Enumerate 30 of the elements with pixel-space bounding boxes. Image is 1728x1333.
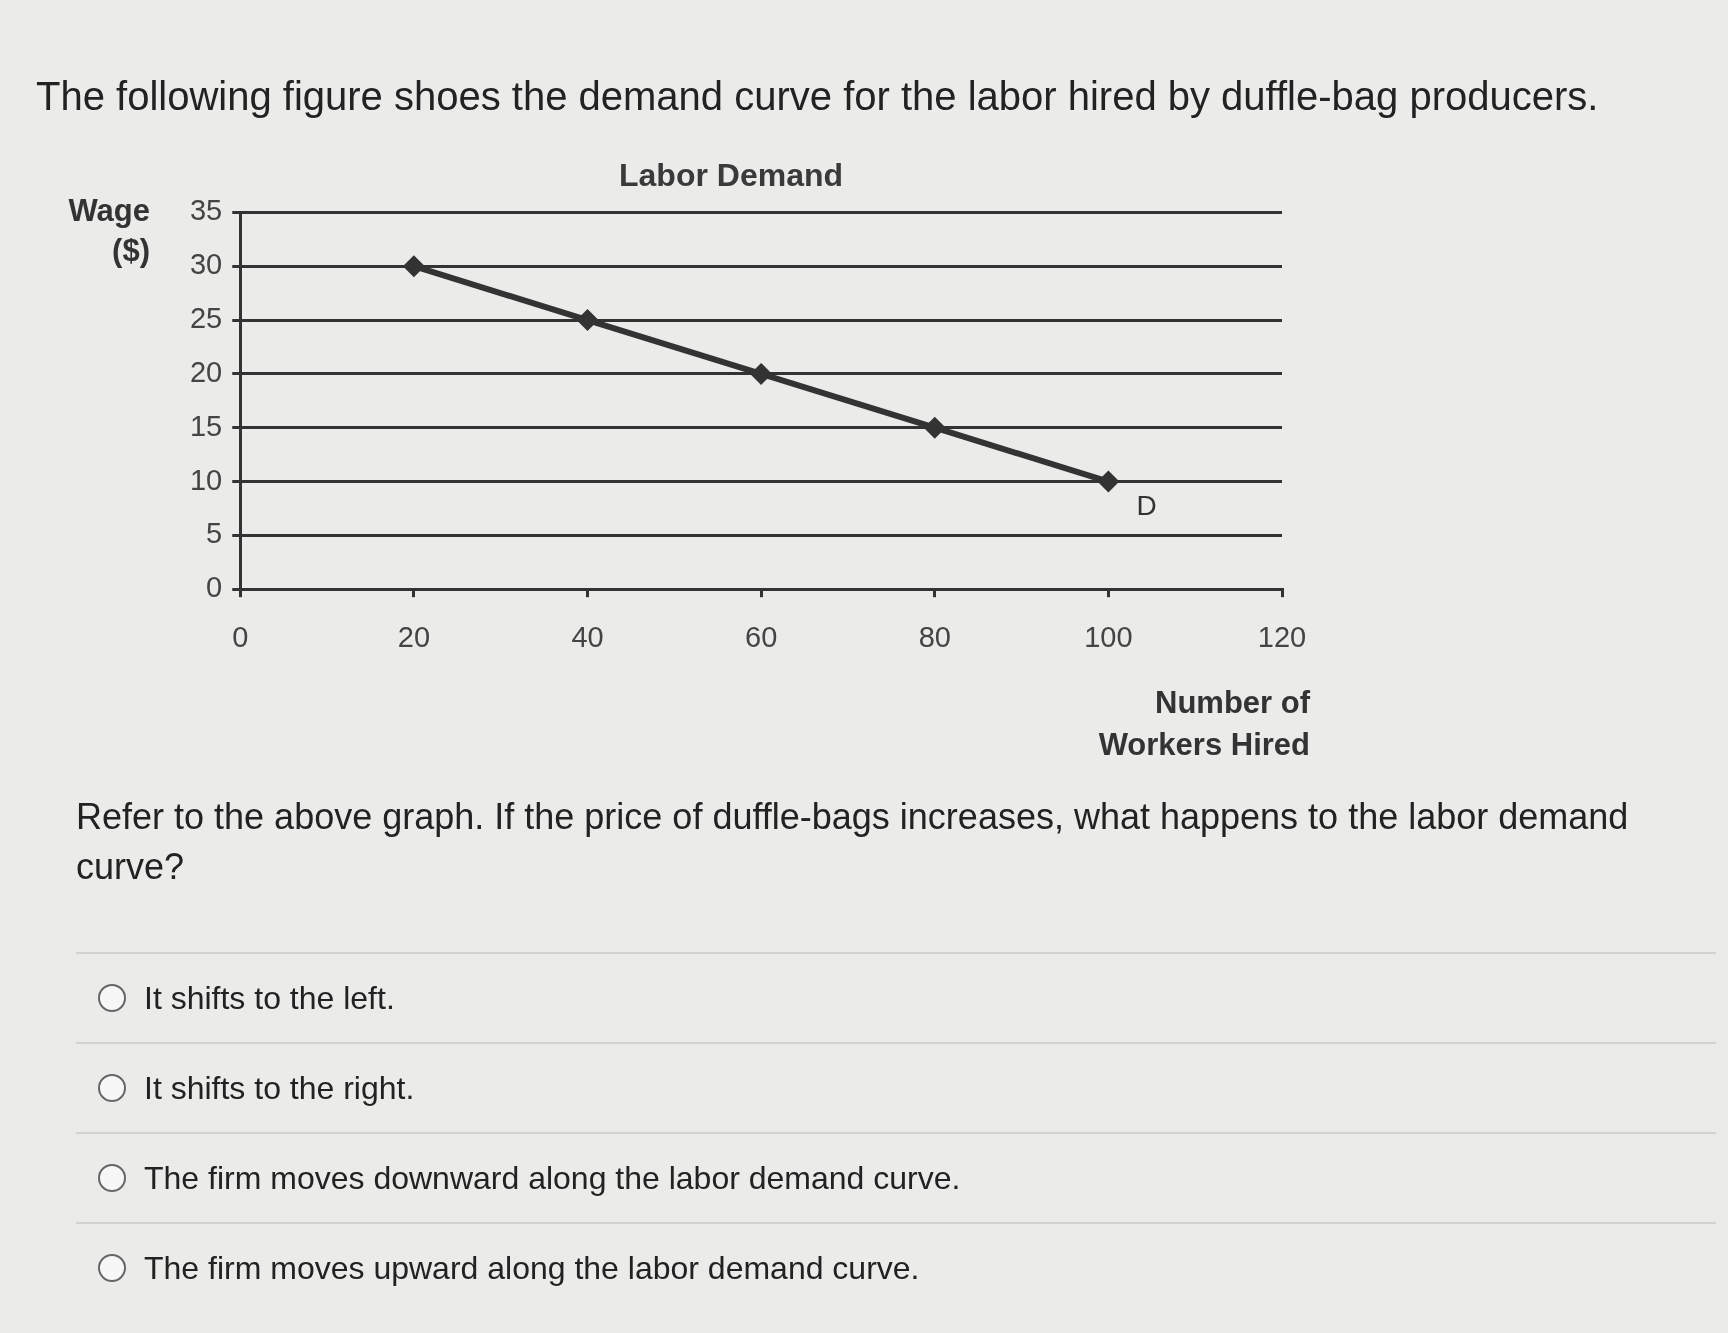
text: Refer to the above graph. If the price of duffle-bags increases, what happens to the labor demand curve? (76, 795, 1630, 889)
x-tick-label: 0 (232, 620, 249, 653)
y-tick-label: 5 (206, 517, 223, 550)
point (576, 309, 599, 332)
text: The following figure shoes the demand curve for the labor hired by duffle-bag producers. (36, 74, 1599, 119)
text: It shifts to the right. (144, 1069, 415, 1107)
x-tick-label: 40 (571, 620, 604, 653)
point (1097, 470, 1120, 493)
x-tick-label: 120 (1257, 620, 1307, 653)
x-tick-label: 60 (745, 620, 778, 653)
text: The firm moves downward along the labor demand curve. (144, 1159, 961, 1197)
y-tick-label: 35 (189, 194, 223, 227)
y-axis-title: Wage ($) (68, 192, 150, 268)
y-tick-label: 25 (189, 302, 223, 335)
x-axis-title: Number of Workers Hired (1098, 684, 1311, 762)
y-tick-label: 15 (189, 409, 223, 442)
chart-title: Labor Demand (618, 157, 844, 194)
y-tick-label: 20 (189, 355, 223, 388)
point (402, 255, 425, 278)
text: The firm moves upward along the labor demand curve. (144, 1249, 920, 1287)
point (750, 362, 773, 385)
y-tick-label: 30 (189, 248, 223, 281)
y-tick-label: 0 (206, 571, 223, 604)
annotation: D (1136, 490, 1157, 522)
point (923, 416, 946, 439)
x-tick-label: 20 (397, 620, 431, 653)
y-tick-label: 10 (189, 463, 223, 496)
text: It shifts to the left. (144, 979, 395, 1017)
x-tick-label: 100 (1084, 620, 1133, 653)
x-tick-label: 80 (918, 620, 951, 653)
